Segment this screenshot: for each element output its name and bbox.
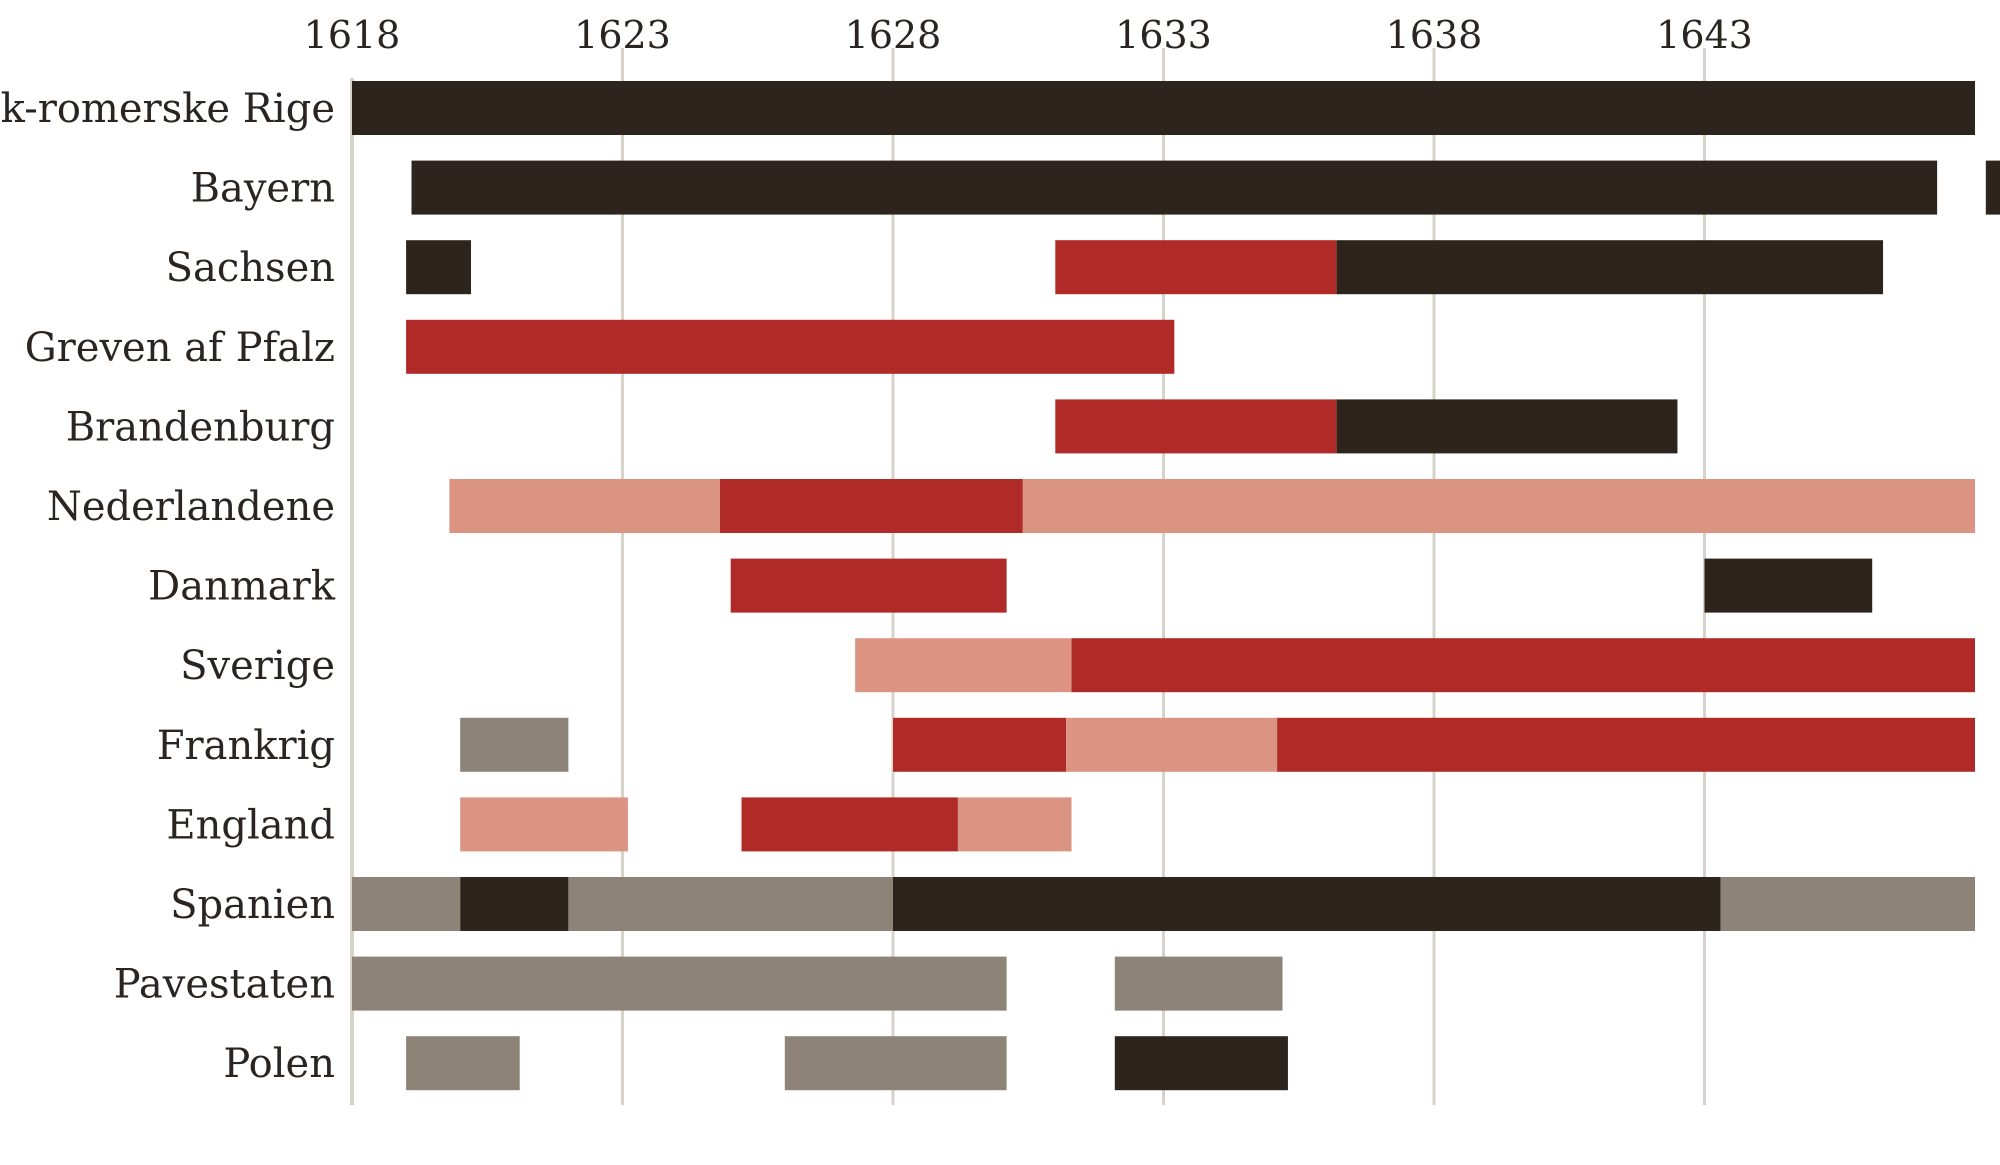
row-label-brandenburg: Brandenburg [66,404,335,450]
x-axis-ticks: 1618 1623 1628 1633 1638 1643 [304,13,1753,57]
bar-frankrig-2 [893,717,1067,772]
row-label-tysk-romerske-rige: ysk-romerske Rige [0,86,335,132]
bar-tysk-romerske-rige-1 [352,81,1975,135]
bar-spanien-1 [352,877,461,931]
row-label-greven-af-pfalz: Greven af Pfalz [25,325,335,371]
row-label-polen: Polen [223,1041,335,1087]
bar-polen-3 [1114,1036,1288,1091]
row-label-frankrig: Frankrig [157,723,335,769]
bar-spanien-3 [568,877,893,931]
bar-sachsen-3 [1336,240,1884,295]
bar-england-3 [957,797,1072,852]
bar-sachsen-2 [1055,240,1337,295]
bar-england-2 [741,797,958,852]
row-label-england: England [166,802,335,848]
bar-sverige-2 [1071,638,1975,693]
bar-brandenburg-2 [1336,399,1678,454]
x-tick-label-1623: 1623 [574,13,671,57]
x-tick-label-1638: 1638 [1386,13,1483,57]
bar-polen-2 [784,1036,1007,1091]
x-tick-label-1633: 1633 [1115,13,1212,57]
bar-pavestaten-1 [352,956,1007,1011]
row-label-bayern: Bayern [191,166,335,212]
bar-danmark-2 [1704,558,1873,613]
bar-frankrig-1 [460,717,569,772]
bar-greven-af-pfalz-1 [406,319,1175,374]
row-label-nederlandene: Nederlandene [47,484,335,530]
bar-nederlandene-2 [719,479,1023,533]
bar-sverige-1 [855,638,1072,693]
bars [352,81,2000,1091]
bar-danmark-1 [730,558,1007,613]
bar-spanien-4 [893,877,1721,931]
bar-spanien-5 [1720,877,1975,931]
bar-nederlandene-1 [449,479,720,533]
bar-frankrig-4 [1277,717,1975,772]
bar-bayern-2 [1985,160,2000,215]
row-label-danmark: Danmark [148,564,336,610]
bar-bayern-1 [411,160,1938,215]
bar-sachsen-1 [406,240,472,295]
bar-nederlandene-3 [1022,479,1975,533]
x-tick-label-1618: 1618 [304,13,401,57]
x-tick-label-1628: 1628 [845,13,942,57]
bar-polen-1 [406,1036,520,1091]
row-label-pavestaten: Pavestaten [114,962,335,1008]
bar-brandenburg-1 [1055,399,1337,454]
bar-frankrig-3 [1066,717,1278,772]
bar-england-1 [460,797,628,852]
bar-pavestaten-2 [1114,956,1283,1011]
row-label-spanien: Spanien [170,882,335,928]
row-label-sverige: Sverige [180,643,335,689]
bar-spanien-2 [460,877,569,931]
x-tick-label-1643: 1643 [1656,13,1753,57]
row-label-sachsen: Sachsen [166,245,335,291]
row-labels: ysk-romerske Rige Bayern Sachsen Greven af … [0,86,336,1087]
